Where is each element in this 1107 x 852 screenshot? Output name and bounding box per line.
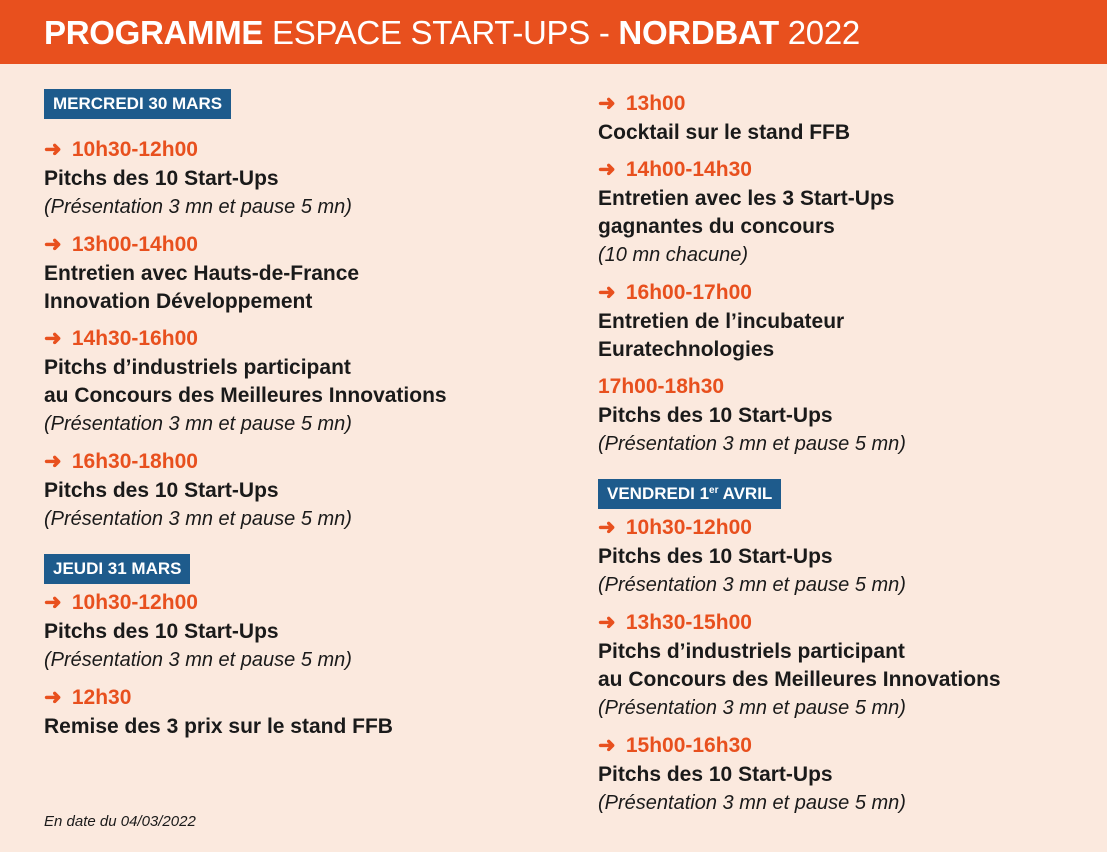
title-year: 2022	[778, 14, 861, 51]
slot-title: Pitchs des 10 Start-Ups	[598, 763, 833, 786]
slot-title: au Concours des Meilleures Innovations	[44, 384, 447, 407]
arrow-icon: ➜	[44, 591, 62, 614]
title-nordbat: NORDBAT	[618, 14, 779, 51]
slot-time: ➜ 13h00	[598, 89, 1098, 119]
schedule-slot: ➜ 16h30-18h00 Pitchs des 10 Start-Ups (P…	[44, 447, 564, 534]
slot-title: Euratechnologies	[598, 338, 775, 361]
day-label-mercredi: MERCREDI 30 MARS	[44, 89, 232, 119]
slot-title: au Concours des Meilleures Innovations	[598, 668, 1001, 691]
slot-title: Pitchs des 10 Start-Ups	[598, 404, 833, 427]
slot-note: (Présentation 3 mn et pause 5 mn)	[44, 649, 352, 671]
slot-time: ➜ 14h00-14h30	[598, 155, 1098, 185]
slot-note: (Présentation 3 mn et pause 5 mn)	[44, 413, 352, 435]
slot-note: (Présentation 3 mn et pause 5 mn)	[598, 697, 906, 719]
slot-title: Innovation Développement	[44, 290, 313, 313]
slot-title: Pitchs d’industriels participant	[44, 356, 351, 379]
slot-title: Entretien avec les 3 Start-Ups	[598, 187, 895, 210]
slot-title: Pitchs d’industriels participant	[598, 640, 905, 663]
slot-note: (Présentation 3 mn et pause 5 mn)	[598, 792, 906, 814]
title-programme: PROGRAMME	[44, 14, 264, 51]
day-label-jeudi: JEUDI 31 MARS	[44, 554, 191, 584]
left-column: MERCREDI 30 MARS ➜ 10h30-12h00 Pitchs de…	[44, 89, 564, 741]
slot-time: ➜ 12h30	[44, 683, 564, 713]
slot-note: (Présentation 3 mn et pause 5 mn)	[44, 196, 352, 218]
arrow-icon: ➜	[44, 233, 62, 256]
page-title: PROGRAMME ESPACE START-UPS - NORDBAT 202…	[44, 13, 860, 53]
schedule-slot: ➜ 13h00 Cocktail sur le stand FFB	[598, 89, 1098, 147]
slot-note: (10 mn chacune)	[598, 244, 749, 266]
slot-note: (Présentation 3 mn et pause 5 mn)	[44, 508, 352, 530]
slot-time: ➜ 10h30-12h00	[44, 588, 564, 618]
schedule-slot: ➜ 10h30-12h00 Pitchs des 10 Start-Ups (P…	[598, 513, 1098, 600]
arrow-icon: ➜	[598, 734, 616, 757]
arrow-icon: ➜	[598, 516, 616, 539]
slot-title: Pitchs des 10 Start-Ups	[44, 167, 279, 190]
slot-title: Pitchs des 10 Start-Ups	[44, 479, 279, 502]
arrow-icon: ➜	[44, 686, 62, 709]
slot-title: Pitchs des 10 Start-Ups	[44, 620, 279, 643]
slot-title: Entretien de l’incubateur	[598, 310, 845, 333]
slot-time: ➜ 16h00-17h00	[598, 278, 1098, 308]
slot-note: (Présentation 3 mn et pause 5 mn)	[598, 574, 906, 596]
slot-title: gagnantes du concours	[598, 215, 835, 238]
slot-title: Entretien avec Hauts-de-France	[44, 262, 360, 285]
schedule-slot: ➜ 12h30 Remise des 3 prix sur le stand F…	[44, 683, 564, 741]
schedule-slot: 17h00-18h30 Pitchs des 10 Start-Ups (Pré…	[598, 372, 1098, 459]
arrow-icon: ➜	[44, 138, 62, 161]
schedule-slot: ➜ 14h00-14h30 Entretien avec les 3 Start…	[598, 155, 1098, 270]
schedule-slot: ➜ 13h30-15h00 Pitchs d’industriels parti…	[598, 608, 1098, 723]
right-column: ➜ 13h00 Cocktail sur le stand FFB ➜ 14h0…	[598, 89, 1098, 818]
schedule-slot: ➜ 15h00-16h30 Pitchs des 10 Start-Ups (P…	[598, 731, 1098, 818]
arrow-icon: ➜	[598, 611, 616, 634]
arrow-icon: ➜	[44, 450, 62, 473]
slot-time: ➜ 13h30-15h00	[598, 608, 1098, 638]
schedule-slot: ➜ 16h00-17h00 Entretien de l’incubateur …	[598, 278, 1098, 364]
slot-time: ➜ 14h30-16h00	[44, 324, 564, 354]
title-espace: ESPACE START-UPS -	[272, 14, 619, 51]
slot-time: 17h00-18h30	[598, 375, 725, 398]
header-banner: PROGRAMME ESPACE START-UPS - NORDBAT 202…	[0, 0, 1107, 64]
slot-time: ➜ 16h30-18h00	[44, 447, 564, 477]
schedule-slot: ➜ 10h30-12h00 Pitchs des 10 Start-Ups (P…	[44, 588, 564, 675]
schedule-slot: ➜ 14h30-16h00 Pitchs d’industriels parti…	[44, 324, 564, 439]
slot-time: ➜ 10h30-12h00	[598, 513, 1098, 543]
update-date-note: En date du 04/03/2022	[44, 813, 196, 830]
slot-time: ➜ 15h00-16h30	[598, 731, 1098, 761]
arrow-icon: ➜	[598, 281, 616, 304]
day-label-vendredi: VENDREDI 1er AVRIL	[598, 479, 782, 509]
arrow-icon: ➜	[44, 327, 62, 350]
schedule-slot: ➜ 13h00-14h00 Entretien avec Hauts-de-Fr…	[44, 230, 564, 316]
arrow-icon: ➜	[598, 158, 616, 181]
slot-note: (Présentation 3 mn et pause 5 mn)	[598, 433, 906, 455]
slot-title: Cocktail sur le stand FFB	[598, 121, 851, 144]
slot-time: ➜ 13h00-14h00	[44, 230, 564, 260]
arrow-icon: ➜	[598, 92, 616, 115]
schedule-slot: ➜ 10h30-12h00 Pitchs des 10 Start-Ups (P…	[44, 135, 564, 222]
slot-title: Remise des 3 prix sur le stand FFB	[44, 715, 393, 738]
slot-time: ➜ 10h30-12h00	[44, 135, 564, 165]
slot-title: Pitchs des 10 Start-Ups	[598, 545, 833, 568]
